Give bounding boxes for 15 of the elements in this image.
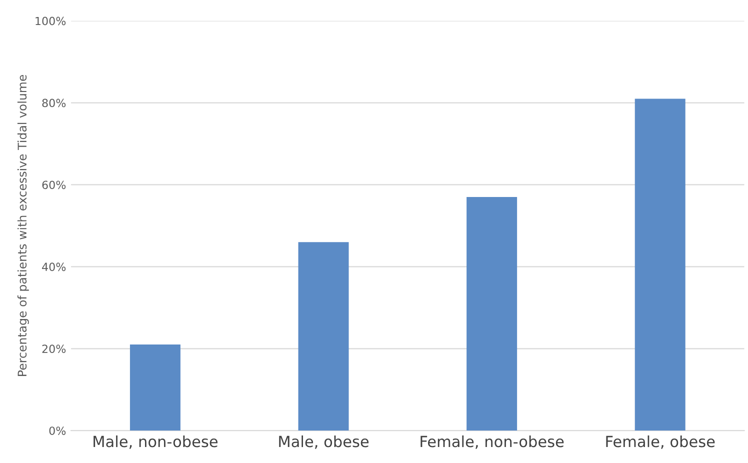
y-tick-label: 40% [42,262,66,272]
bar [130,344,180,431]
y-axis-title: Percentage of patients with excessive Tidal volume [17,74,29,376]
x-tick-label: Male, non-obese [94,435,218,449]
x-tick-label: Female, obese [606,435,715,449]
x-tick-label: Female, non-obese [420,435,564,449]
x-tick-label: Male, obese [279,435,369,449]
y-tick-label: 0% [49,426,66,435]
y-tick-label: 100% [36,16,66,26]
y-tick-label: 80% [42,98,66,108]
y-tick-label: 20% [42,344,66,354]
bar [298,242,349,431]
y-tick-label: 60% [42,180,66,190]
bar [634,98,686,431]
bar [466,197,518,431]
